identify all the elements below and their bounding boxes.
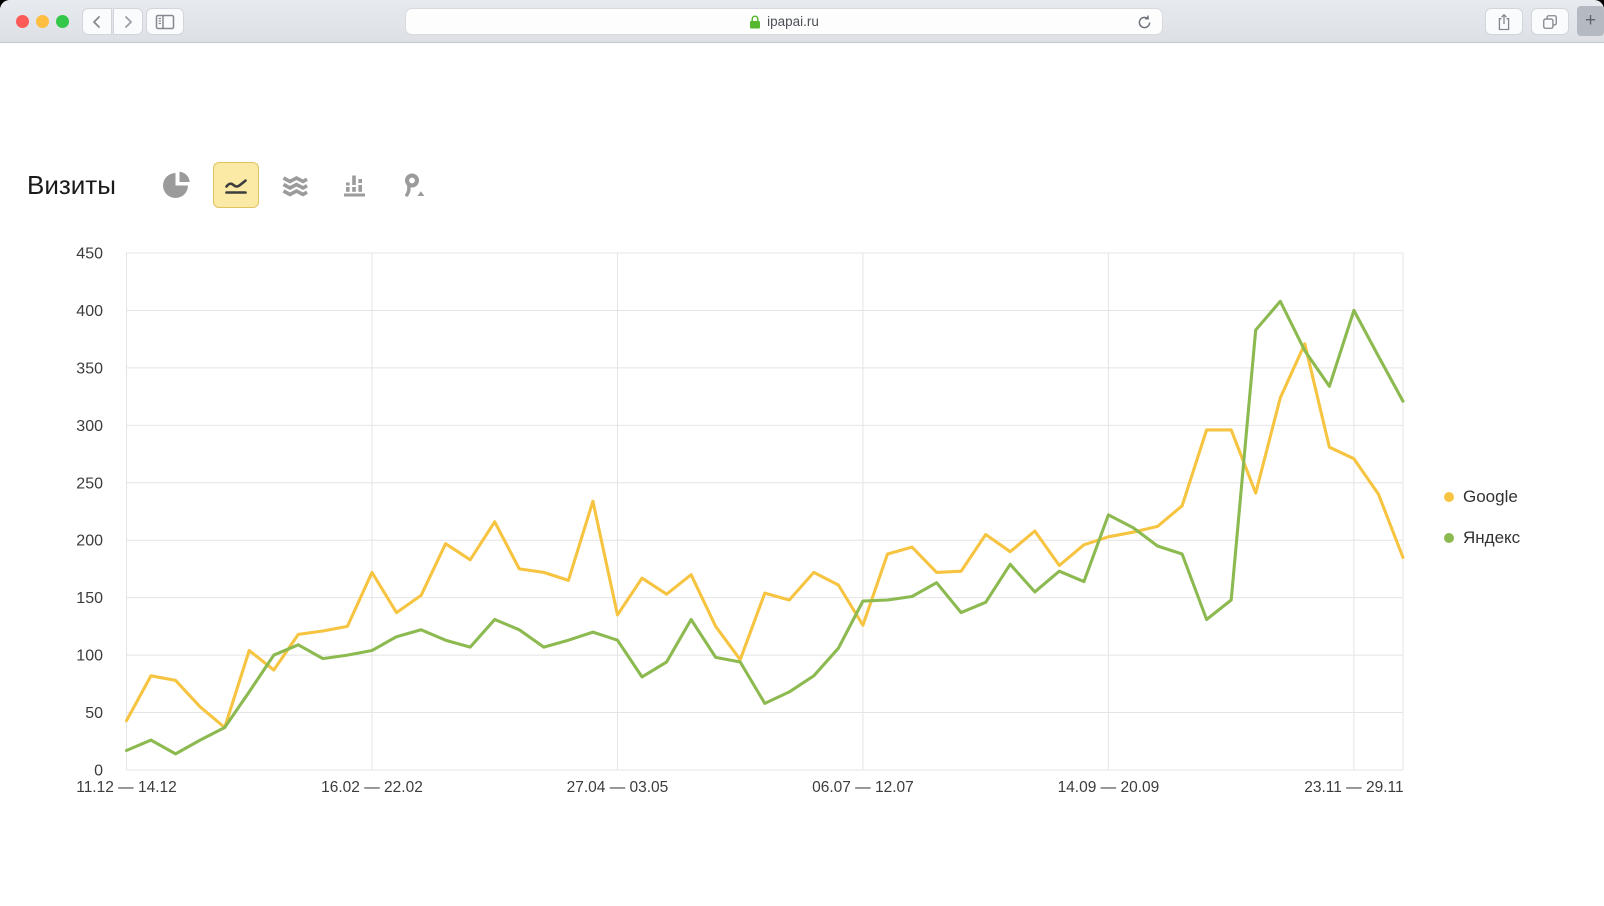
back-button[interactable]	[82, 8, 112, 35]
series-line-яндекс[interactable]	[124, 299, 1405, 756]
visits-chart[interactable]: 0 50 100 150 200 250 300 350 400 450 11.12 — 14.12…	[0, 43, 1604, 853]
chevron-left-icon	[93, 15, 100, 28]
metric-header: Визиты	[27, 162, 449, 208]
legend-item-yandex[interactable]: Яндекс	[1444, 528, 1520, 548]
columns-chart-icon	[343, 175, 365, 197]
sidebar-toggle-button[interactable]	[146, 8, 184, 35]
chart-type-columns-button[interactable]	[331, 162, 377, 208]
tab-overview-button[interactable]	[1531, 8, 1569, 35]
legend-label-yandex: Яндекс	[1463, 528, 1521, 547]
share-icon	[1498, 13, 1510, 30]
plus-icon: +	[1584, 10, 1597, 31]
y-tick-label: 300	[76, 418, 103, 435]
y-tick-label: 450	[76, 246, 103, 263]
forward-button[interactable]	[113, 8, 143, 35]
y-tick-label: 50	[85, 705, 103, 722]
x-tick-label: 27.04 — 03.05	[567, 779, 669, 796]
address-bar[interactable]: ipapai.ru	[405, 8, 1163, 35]
google-series-dot	[1444, 492, 1454, 502]
close-window-button[interactable]	[16, 15, 29, 28]
x-tick-label: 16.02 — 22.02	[321, 779, 423, 796]
stacked-area-icon	[282, 175, 308, 197]
page-content: 0 50 100 150 200 250 300 350 400 450 11.12 — 14.12…	[0, 43, 1604, 906]
lock-icon	[750, 15, 761, 28]
reload-button[interactable]	[1136, 14, 1153, 36]
chevron-right-icon	[125, 15, 132, 28]
line-chart-canvas[interactable]: 0 50 100 150 200 250 300 350 400 450 11.12 — 14.12…	[0, 43, 1604, 853]
sidebar-icon	[155, 14, 175, 29]
tabs-icon	[1543, 14, 1557, 29]
browser-toolbar: ipapai.ru +	[0, 0, 1604, 43]
chart-type-pie-button[interactable]	[154, 162, 200, 208]
share-button[interactable]	[1485, 8, 1523, 35]
chart-type-map-button[interactable]	[390, 162, 436, 208]
zoom-window-button[interactable]	[56, 15, 69, 28]
map-pin-icon	[404, 173, 425, 197]
chart-type-stacked-area-button[interactable]	[272, 162, 318, 208]
y-tick-label: 350	[76, 360, 103, 377]
url-text: ipapai.ru	[767, 14, 819, 29]
legend-item-google[interactable]: Google	[1444, 487, 1520, 507]
chart-type-line-button[interactable]	[212, 162, 259, 208]
y-tick-label: 250	[76, 475, 103, 492]
y-tick-label: 400	[76, 303, 103, 320]
series-line-google[interactable]	[124, 342, 1405, 730]
page-title: Визиты	[27, 169, 116, 200]
x-tick-label: 23.11 — 29.11	[1304, 779, 1403, 796]
line-chart-icon	[225, 179, 247, 194]
pie-chart-icon	[162, 171, 190, 198]
y-tick-label: 150	[76, 590, 103, 607]
x-tick-label: 14.09 — 20.09	[1058, 779, 1160, 796]
legend-label-google: Google	[1463, 487, 1518, 506]
y-tick-label: 100	[76, 648, 103, 665]
x-tick-label: 06.07 — 12.07	[812, 779, 914, 796]
y-tick-label: 200	[76, 533, 103, 550]
reload-icon	[1138, 15, 1151, 29]
y-tick-label: 0	[94, 763, 103, 780]
x-tick-label: 11.12 — 14.12	[76, 779, 177, 796]
chart-legend: Google Яндекс	[1444, 487, 1520, 569]
new-tab-button[interactable]: +	[1577, 6, 1604, 36]
yandex-series-dot	[1444, 533, 1454, 543]
minimize-window-button[interactable]	[36, 15, 49, 28]
